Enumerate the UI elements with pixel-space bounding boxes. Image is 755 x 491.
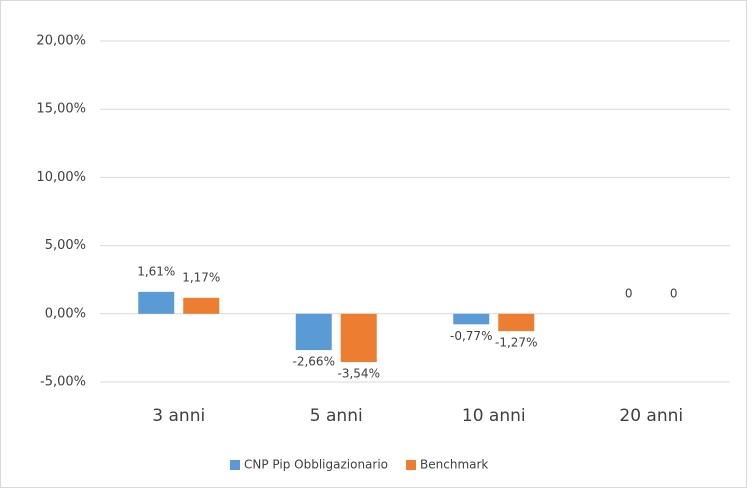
x-tick-label: 5 anni <box>310 406 363 426</box>
y-tick-label: 20,00% <box>36 34 86 49</box>
x-tick-label: 3 anni <box>152 406 205 426</box>
y-tick-label: 5,00% <box>45 238 86 253</box>
legend-swatch <box>230 460 240 470</box>
x-tick-label: 10 anni <box>462 406 526 426</box>
y-tick-label: 0,00% <box>45 306 86 321</box>
data-label: -2,66% <box>293 355 335 369</box>
y-tick-label: 15,00% <box>36 102 86 117</box>
data-label: 0 <box>670 286 678 300</box>
data-label: 1,17% <box>182 270 220 284</box>
bar <box>183 297 220 314</box>
legend-label: CNP Pip Obbligazionario <box>244 458 388 472</box>
bar <box>453 313 490 325</box>
legend-label: Benchmark <box>420 458 488 472</box>
bar <box>295 313 332 351</box>
y-tick-label: 10,00% <box>36 170 86 185</box>
bar <box>138 291 175 314</box>
data-label: -1,27% <box>495 336 537 350</box>
bar <box>498 313 535 332</box>
y-tick-label: -5,00% <box>40 375 86 390</box>
data-label: 0 <box>625 286 633 300</box>
x-tick-label: 20 anni <box>619 406 683 426</box>
data-label: -3,54% <box>338 367 380 381</box>
data-label: -0,77% <box>450 329 492 343</box>
legend-swatch <box>406 460 417 470</box>
data-label: 1,61% <box>137 264 175 278</box>
bar <box>340 313 377 363</box>
